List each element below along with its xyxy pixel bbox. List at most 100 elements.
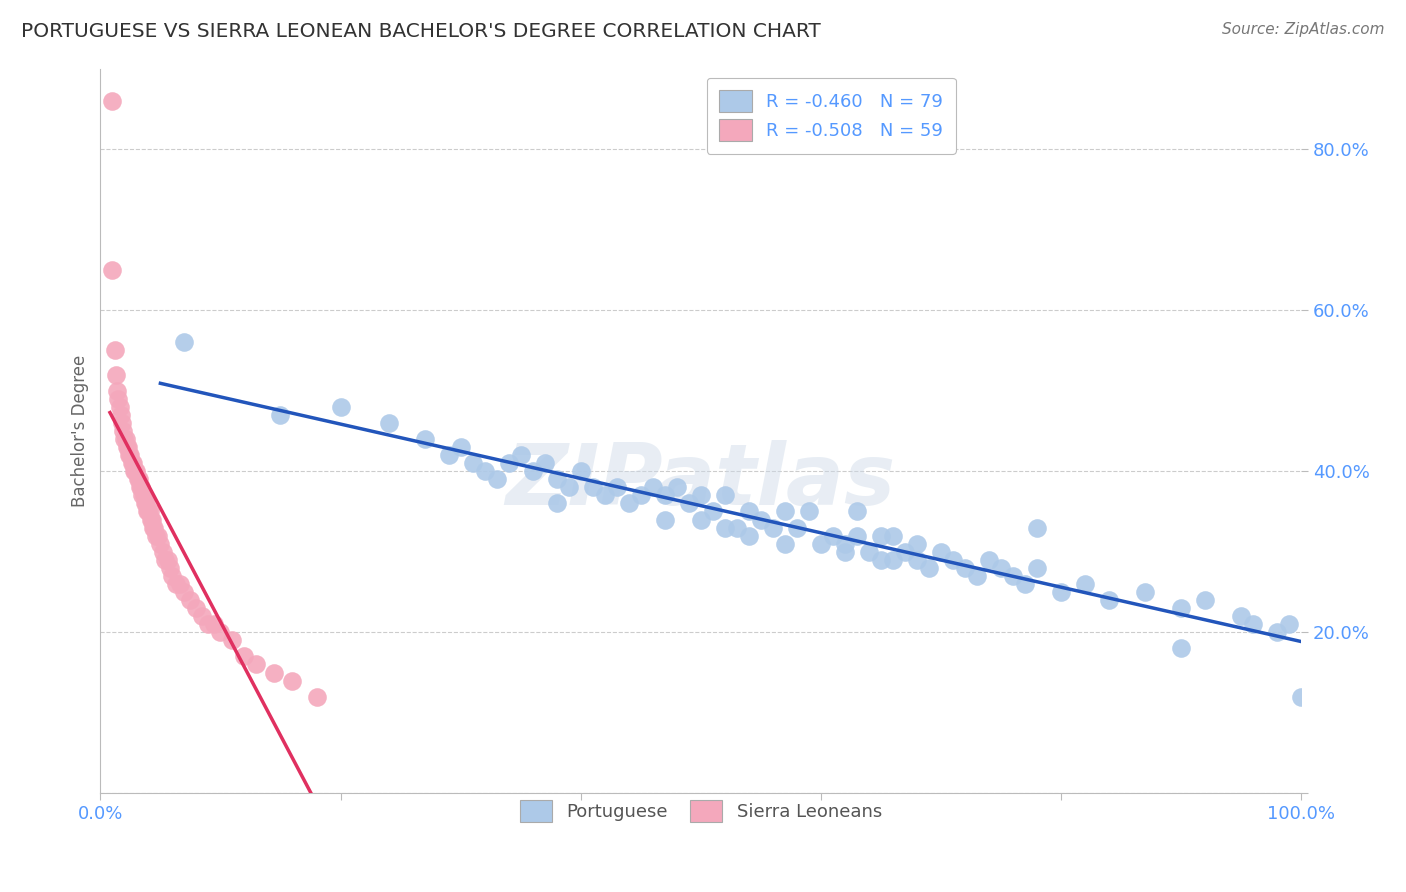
Point (773, 504, 796, 518)
Point (191, 609, 214, 624)
Point (870, 528, 893, 542)
Point (413, 432, 436, 446)
Point (557, 480, 579, 494)
Point (127, 472, 149, 486)
Point (953, 561, 976, 575)
Point (450, 440, 472, 454)
Point (738, 504, 761, 518)
Point (179, 593, 201, 607)
Point (129, 480, 152, 494)
Point (131, 488, 153, 502)
Point (977, 553, 1000, 567)
Point (138, 504, 160, 518)
Point (858, 545, 880, 559)
Point (115, 440, 138, 454)
Point (1230, 609, 1253, 624)
Point (197, 617, 219, 632)
Point (821, 528, 844, 542)
Point (152, 545, 174, 559)
Point (582, 480, 605, 494)
Point (641, 480, 664, 494)
Point (509, 448, 531, 462)
Point (173, 335, 195, 350)
Point (221, 633, 243, 648)
Point (263, 665, 285, 680)
Point (173, 585, 195, 599)
Point (498, 456, 520, 470)
Point (138, 504, 160, 518)
Point (121, 456, 143, 470)
Point (146, 528, 169, 542)
Point (135, 496, 157, 510)
Point (114, 432, 136, 446)
Point (245, 657, 267, 672)
Point (474, 464, 496, 478)
Point (810, 537, 832, 551)
Point (142, 520, 165, 534)
Point (169, 577, 191, 591)
Point (134, 496, 156, 510)
Point (882, 553, 904, 567)
Point (101, 94, 124, 108)
Point (145, 528, 167, 542)
Point (654, 512, 676, 526)
Point (377, 416, 399, 430)
Point (1265, 625, 1288, 640)
Point (329, 400, 352, 414)
Point (125, 464, 148, 478)
Point (149, 537, 172, 551)
Point (129, 480, 152, 494)
Point (990, 561, 1012, 575)
Point (533, 456, 555, 470)
Point (1241, 617, 1264, 632)
Point (269, 408, 291, 422)
Point (485, 472, 508, 486)
Point (1289, 690, 1312, 704)
Point (1050, 585, 1073, 599)
Point (845, 504, 868, 518)
Point (714, 520, 737, 534)
Y-axis label: Bachelor's Degree: Bachelor's Degree (72, 355, 89, 507)
Point (797, 504, 820, 518)
Point (117, 440, 139, 454)
Point (593, 488, 616, 502)
Point (870, 553, 893, 567)
Point (606, 480, 628, 494)
Point (143, 520, 166, 534)
Point (689, 488, 711, 502)
Point (118, 448, 141, 462)
Point (153, 553, 176, 567)
Point (678, 496, 700, 510)
Point (305, 690, 328, 704)
Point (522, 464, 544, 478)
Text: PORTUGUESE VS SIERRA LEONEAN BACHELOR'S DEGREE CORRELATION CHART: PORTUGUESE VS SIERRA LEONEAN BACHELOR'S … (21, 22, 821, 41)
Point (204, 617, 226, 632)
Point (773, 537, 796, 551)
Point (233, 649, 256, 664)
Text: ZIPatlas: ZIPatlas (506, 440, 896, 524)
Point (159, 561, 181, 575)
Point (714, 488, 737, 502)
Point (1001, 569, 1024, 583)
Point (104, 343, 127, 358)
Point (108, 400, 131, 414)
Point (121, 456, 143, 470)
Point (1278, 617, 1301, 632)
Point (630, 488, 652, 502)
Point (689, 512, 711, 526)
Point (281, 673, 304, 688)
Point (786, 520, 808, 534)
Point (165, 577, 187, 591)
Point (569, 464, 592, 478)
Point (725, 520, 748, 534)
Point (156, 553, 179, 567)
Point (654, 488, 676, 502)
Point (1026, 520, 1049, 534)
Point (665, 480, 688, 494)
Point (120, 448, 142, 462)
Point (112, 432, 135, 446)
Point (107, 392, 129, 406)
Point (1170, 641, 1192, 656)
Point (132, 488, 155, 502)
Point (1170, 601, 1192, 615)
